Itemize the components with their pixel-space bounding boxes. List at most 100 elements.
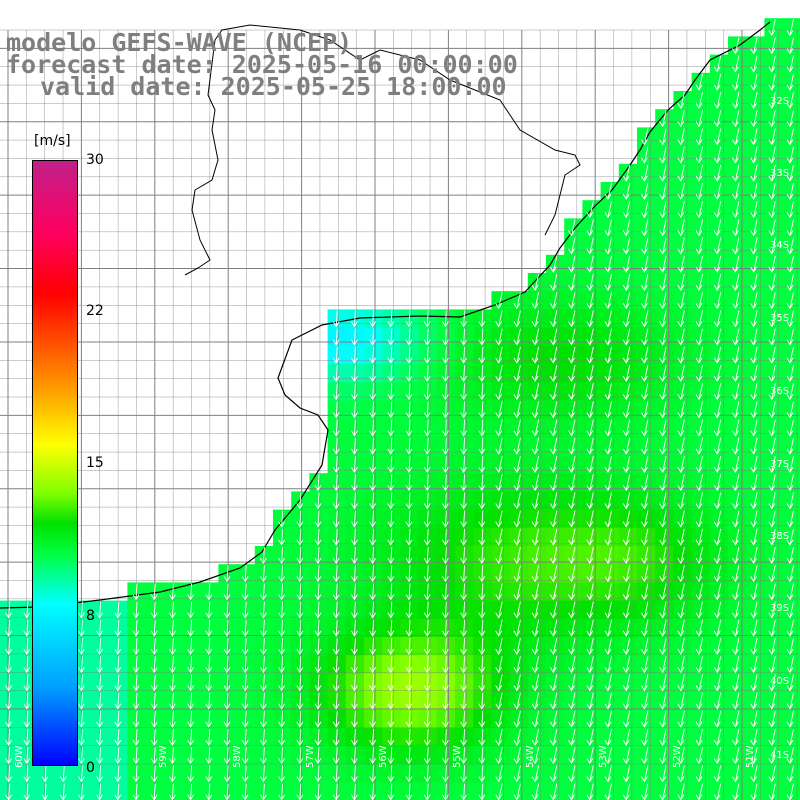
wind-arrow xyxy=(460,456,467,473)
wind-arrow xyxy=(786,183,794,200)
wind-arrow xyxy=(786,255,794,273)
wind-arrow xyxy=(405,583,413,601)
wind-arrow xyxy=(423,528,431,546)
wind-arrow xyxy=(659,328,667,346)
wind-arrow xyxy=(442,383,449,401)
wind-arrow xyxy=(478,365,486,382)
wind-arrow xyxy=(750,255,758,273)
wind-arrow xyxy=(114,601,122,619)
title-valid-date: valid date: 2025-05-25 18:00:00 xyxy=(40,72,507,101)
wind-arrow xyxy=(713,456,722,473)
wind-arrow xyxy=(132,692,140,710)
wind-arrow xyxy=(332,601,340,619)
wind-arrow xyxy=(641,419,649,437)
wind-arrow xyxy=(495,383,503,401)
wind-arrow xyxy=(604,729,612,746)
wind-arrow xyxy=(369,492,376,510)
wind-arrow xyxy=(713,601,722,619)
wind-arrow xyxy=(223,565,231,583)
wind-arrow xyxy=(187,619,194,637)
wind-arrow xyxy=(332,474,340,492)
wind-arrow xyxy=(695,456,703,473)
wind-arrow xyxy=(513,565,521,583)
wind-arrow xyxy=(604,510,612,528)
wind-arrow xyxy=(622,292,631,310)
wind-arrow xyxy=(713,674,722,692)
wind-arrow xyxy=(460,692,467,710)
wind-arrow xyxy=(460,656,467,674)
wind-arrow xyxy=(351,492,358,510)
wind-arrow xyxy=(677,765,685,783)
wind-arrow xyxy=(732,146,740,164)
wind-arrow xyxy=(713,638,722,655)
wind-arrow xyxy=(732,547,740,564)
wind-arrow xyxy=(586,547,594,564)
wind-arrow xyxy=(460,601,467,619)
wind-arrow xyxy=(659,638,667,655)
wind-arrow xyxy=(786,729,794,746)
wind-arrow xyxy=(549,401,558,419)
wind-arrow xyxy=(713,128,722,146)
wind-arrow xyxy=(549,255,558,273)
wind-arrow xyxy=(223,729,231,746)
wind-arrow xyxy=(604,456,612,473)
wind-arrow xyxy=(169,583,176,601)
wind-arrow xyxy=(695,146,703,164)
wind-arrow xyxy=(405,328,413,346)
wind-arrow xyxy=(96,747,103,765)
wind-arrow xyxy=(732,492,740,510)
wind-arrow xyxy=(495,583,503,601)
wind-arrow xyxy=(332,619,340,637)
wind-arrow xyxy=(205,765,213,783)
wind-arrow xyxy=(549,765,558,783)
lat-label-38s: 38S xyxy=(770,531,790,542)
wind-arrow xyxy=(659,437,667,455)
wind-arrow xyxy=(241,638,249,655)
wind-arrow xyxy=(695,747,703,765)
wind-arrow xyxy=(332,565,340,583)
wind-arrow xyxy=(768,128,776,146)
wind-arrow xyxy=(513,547,521,564)
wind-arrow xyxy=(622,328,631,346)
wind-arrow xyxy=(677,638,685,655)
wind-arrow xyxy=(223,747,231,765)
wind-arrow xyxy=(332,328,340,346)
wind-arrow xyxy=(314,638,322,655)
wind-arrow xyxy=(641,765,649,783)
wind-arrow xyxy=(423,747,431,765)
wind-arrow xyxy=(223,710,231,728)
wind-arrow xyxy=(750,401,758,419)
wind-arrow xyxy=(78,619,85,637)
wind-arrow xyxy=(369,674,376,692)
wind-arrow xyxy=(568,365,576,382)
wind-arrow xyxy=(695,729,703,746)
wind-arrow xyxy=(786,692,794,710)
wind-arrow xyxy=(713,255,722,273)
wind-arrow xyxy=(622,237,631,255)
wind-arrow xyxy=(423,547,431,564)
wind-arrow xyxy=(549,710,558,728)
wind-arrow xyxy=(641,146,649,164)
wind-arrow xyxy=(604,656,612,674)
wind-arrow xyxy=(549,346,558,364)
wind-arrow xyxy=(442,674,449,692)
wind-arrow xyxy=(150,601,158,619)
wind-arrow xyxy=(513,419,521,437)
wind-arrow xyxy=(732,456,740,473)
wind-arrow xyxy=(732,274,740,291)
wind-arrow xyxy=(768,638,776,655)
wind-arrow xyxy=(622,164,631,182)
wind-arrow xyxy=(713,328,722,346)
wind-arrow xyxy=(549,729,558,746)
wind-arrow xyxy=(641,656,649,674)
wind-arrow xyxy=(713,565,722,583)
wind-arrow xyxy=(132,638,140,655)
wind-arrow xyxy=(750,729,758,746)
wind-arrow xyxy=(478,656,486,674)
wind-arrow xyxy=(732,437,740,455)
wind-arrow xyxy=(659,419,667,437)
wind-arrow xyxy=(387,692,395,710)
wind-arrow xyxy=(641,710,649,728)
wind-arrow xyxy=(677,255,685,273)
wind-arrow xyxy=(768,328,776,346)
